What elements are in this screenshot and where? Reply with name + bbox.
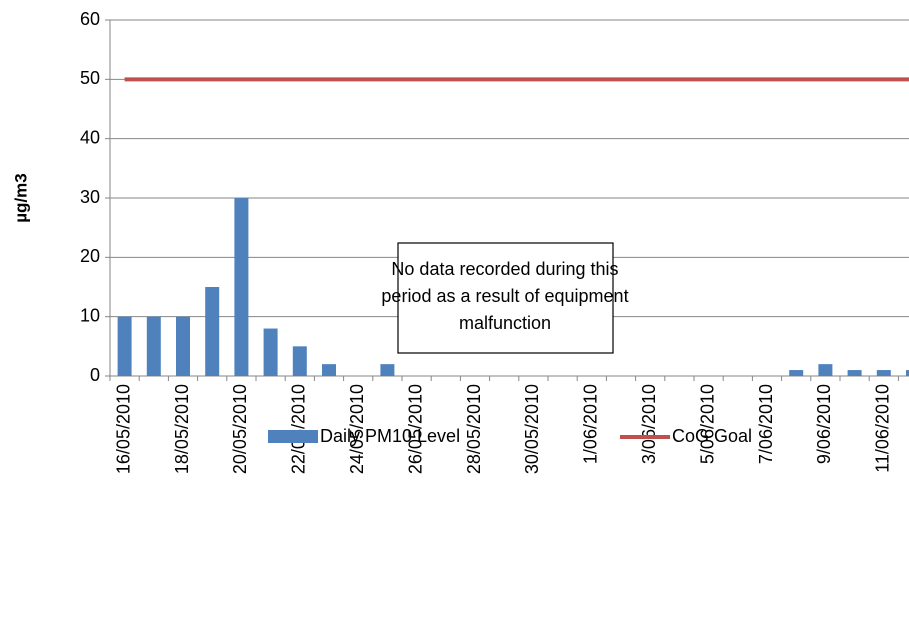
y-tick-label: 0 [90,365,100,385]
y-axis-label: µg/m3 [11,173,30,222]
annotation-text: period as a result of equipment [381,286,628,306]
x-tick-label: 7/06/2010 [756,384,776,464]
y-tick-label: 60 [80,9,100,29]
y-tick-label: 50 [80,68,100,88]
x-tick-label: 18/05/2010 [172,384,192,474]
x-tick-label: 5/06/2010 [697,384,717,464]
annotation-text: malfunction [459,313,551,333]
bar [847,370,862,376]
bar [234,198,249,376]
x-tick-label: 3/06/2010 [639,384,659,464]
x-tick-label: 22/05/2010 [289,384,309,474]
bar [176,316,190,376]
y-tick-label: 40 [80,127,100,147]
bar [380,364,395,376]
annotation-box [397,242,614,354]
x-tick-label: 26/05/2010 [405,384,425,474]
legend-label: CoG Goal [672,426,752,446]
bar [876,370,891,376]
y-tick-label: 10 [80,305,100,325]
x-tick-label: 11/06/2010 [873,384,893,473]
bar [818,364,833,376]
x-tick-label: 20/05/2010 [230,384,250,474]
x-tick-label: 28/05/2010 [464,384,484,474]
bar [906,370,909,376]
bar [789,370,804,376]
bar [322,364,336,376]
x-tick-label: 9/06/2010 [814,384,834,464]
x-tick-label: 16/05/2010 [113,384,133,474]
bar [117,316,132,376]
legend-swatch [268,430,318,443]
bar [263,328,278,376]
legend-label: Daily PM10 Level [320,426,460,446]
x-tick-label: 30/05/2010 [522,384,542,474]
x-tick-label: 1/06/2010 [581,384,601,464]
y-tick-label: 30 [80,187,100,207]
bar [146,316,161,376]
bar [292,346,307,376]
x-tick-label: 24/05/2010 [347,384,367,474]
annotation-text: No data recorded during this [391,259,618,279]
bar [205,287,220,376]
y-tick-label: 20 [80,246,100,266]
